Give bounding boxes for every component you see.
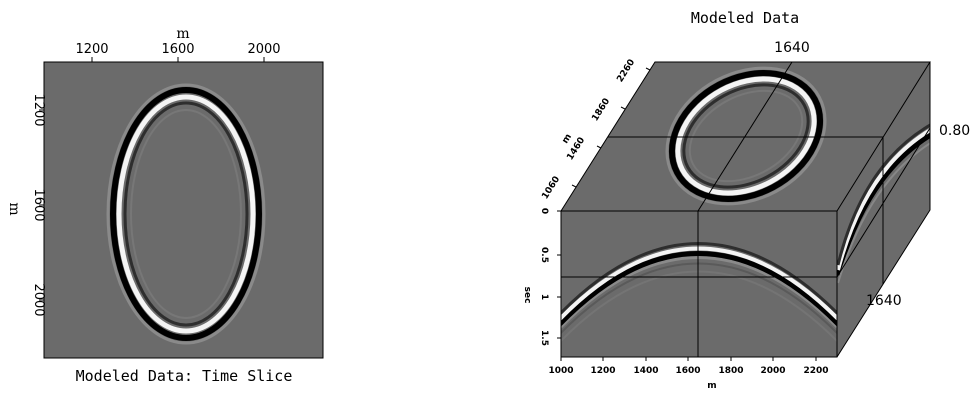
- bottom-axis-label: m: [707, 381, 716, 391]
- cube-panel: Modeled Data: [522, 9, 970, 391]
- bottom-tick-2200: 2200: [803, 366, 828, 376]
- time-slice-title: Modeled Data: Time Slice: [76, 367, 293, 385]
- time-slice-left-axis: 1200 1600 2000 m: [6, 93, 46, 316]
- depth-tick-1860: 1860: [590, 97, 612, 124]
- time-slice-top-axis: 1200 1600 2000 m: [75, 26, 281, 62]
- time-tick-0.5: 0.5: [539, 247, 549, 263]
- marker-time-0.80: 0.80: [939, 123, 970, 139]
- depth-tick-2260: 2260: [615, 58, 637, 85]
- left-axis-label: m: [6, 202, 22, 215]
- left-tick-2000: 2000: [31, 283, 46, 316]
- time-slice-image: [43, 61, 324, 359]
- top-axis-label: m: [176, 26, 189, 42]
- time-tick-0: 0: [539, 208, 549, 214]
- cube-side-face: [836, 62, 931, 357]
- top-tick-1200: 1200: [75, 42, 108, 57]
- cube-bottom-axis: 1000 1200 1400 1600 1800 2000 2200 m: [548, 357, 829, 391]
- bottom-tick-1200: 1200: [590, 366, 615, 376]
- left-tick-1200: 1200: [31, 93, 46, 126]
- bottom-tick-1400: 1400: [633, 366, 658, 376]
- time-slice-ellipse: [106, 83, 266, 345]
- depth-tick-1060: 1060: [540, 175, 562, 202]
- time-slice-panel: 1200 1600 2000 m 1200 1600 2000 m Modele…: [6, 26, 324, 385]
- bottom-tick-1800: 1800: [718, 366, 743, 376]
- time-tick-1: 1: [539, 294, 549, 300]
- bottom-tick-1000: 1000: [548, 366, 573, 376]
- bottom-tick-1600: 1600: [675, 366, 700, 376]
- top-tick-1600: 1600: [161, 42, 194, 57]
- time-axis-label: sec: [522, 287, 532, 304]
- bottom-tick-2000: 2000: [760, 366, 785, 376]
- time-tick-1.5: 1.5: [539, 330, 549, 346]
- marker-top-1640: 1640: [774, 40, 810, 56]
- marker-side-1640: 1640: [866, 293, 902, 309]
- depth-axis-label: m: [561, 132, 574, 145]
- top-tick-2000: 2000: [247, 42, 280, 57]
- left-tick-1600: 1600: [31, 188, 46, 221]
- cube-frame: [560, 61, 931, 358]
- cube-title: Modeled Data: [691, 9, 799, 27]
- cube-time-axis: 0 0.5 1 1.5 sec: [522, 208, 561, 346]
- cube-top-face: [561, 61, 930, 212]
- cube-front-face: [561, 211, 837, 357]
